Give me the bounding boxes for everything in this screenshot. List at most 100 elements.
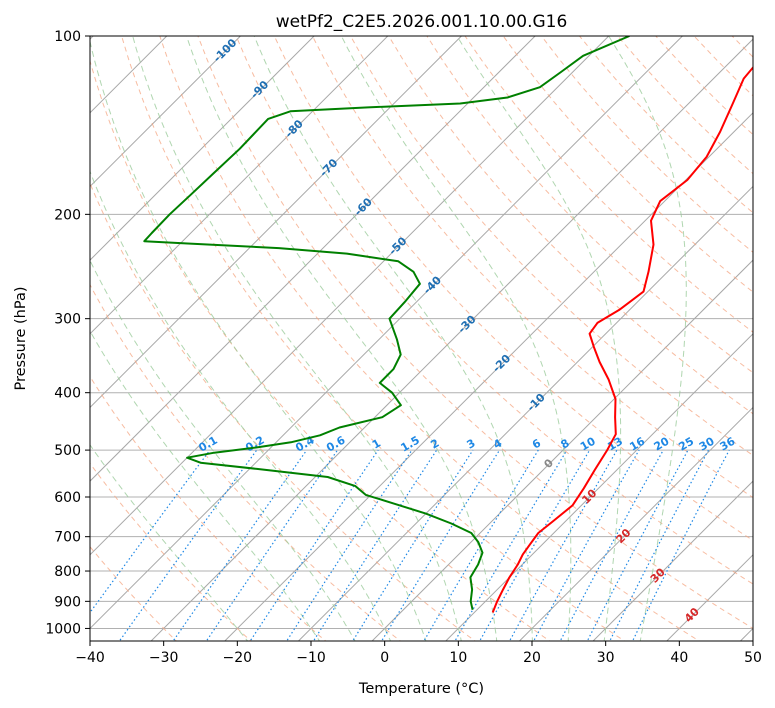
mixing-ratio-line-30 — [609, 449, 710, 641]
x-tick-label: −20 — [223, 650, 253, 666]
isotherm-40 — [666, 554, 753, 641]
y-tick-label: 400 — [54, 386, 81, 402]
mixing-ratio-line-0.2 — [118, 449, 258, 641]
x-tick-label: 20 — [523, 650, 541, 666]
dry-adiabat-140 — [541, 36, 753, 253]
isotherm--40 — [90, 36, 683, 630]
plot-frame — [89, 35, 754, 642]
mixing-ratio-label: 3 — [465, 437, 478, 452]
isotherm-50 — [740, 627, 753, 641]
mixing-ratio-label: 36 — [718, 434, 738, 453]
y-tick-label: 700 — [54, 530, 81, 546]
isotherm-label: -60 — [352, 195, 375, 218]
dry-adiabat-0 — [90, 283, 402, 641]
dry-adiabat-180 — [693, 36, 753, 97]
mixing-ratio-line-25 — [586, 449, 689, 641]
dry-adiabat-160 — [617, 36, 753, 175]
mixing-ratio-line-4 — [380, 449, 501, 641]
dry-adiabat--10 — [90, 375, 327, 641]
mixing-ratio-label: 10 — [578, 434, 598, 453]
mixing-ratio-line-8 — [454, 449, 568, 641]
adiabat-lines — [90, 36, 775, 643]
isotherm-0 — [371, 259, 753, 641]
mixing-ratio-line-0.6 — [205, 449, 338, 641]
isotherm-label: -70 — [317, 156, 340, 179]
isotherm--20 — [224, 112, 753, 641]
x-tick-label: 50 — [744, 650, 762, 666]
chart-title: wetPf2_C2E5.2026.001.10.00.G16 — [276, 12, 568, 32]
profile-series — [143, 36, 753, 613]
isotherm-label: -30 — [455, 312, 478, 335]
moist-adiabat--5 — [90, 259, 356, 641]
isotherm-30 — [592, 480, 753, 641]
dry-adiabat-130 — [502, 36, 753, 293]
mixing-ratio-line-1 — [249, 449, 379, 641]
mixing-ratio-line-3 — [352, 449, 474, 641]
isotherm-label: -10 — [525, 391, 548, 414]
x-tick-label: −10 — [296, 650, 326, 666]
y-tick-label: 100 — [54, 29, 81, 45]
isotherm-label: -100 — [211, 36, 240, 65]
isotherm-20 — [519, 406, 753, 641]
dry-adiabat-50 — [197, 36, 753, 629]
x-tick-label: 0 — [380, 650, 389, 666]
isotherm--50 — [90, 36, 610, 556]
axes: −40 −30 −20 −10 0 10 20 30 40 5010020030040050060… — [45, 29, 762, 666]
dry-adiabat-90 — [350, 36, 753, 457]
dry-adiabat-200 — [770, 36, 775, 643]
isotherm-label: -40 — [421, 273, 444, 296]
moist-adiabat--10 — [90, 329, 321, 641]
dry-adiabat--20 — [90, 462, 252, 641]
isotherm--30 — [150, 38, 753, 641]
dry-adiabat-120 — [464, 36, 753, 333]
mixing-ratio-line-20 — [559, 449, 664, 641]
mixing-ratio-lines — [90, 449, 730, 641]
mixing-ratio-line-0.1 — [90, 449, 211, 614]
isotherm--80 — [90, 36, 389, 335]
moist-adiabat-20 — [253, 36, 533, 641]
mixing-ratio-line-36 — [631, 449, 730, 641]
y-tick-label: 800 — [54, 564, 81, 580]
mixing-ratio-line-2 — [312, 449, 438, 641]
isotherm--60 — [90, 36, 536, 482]
mixing-ratio-line-1.5 — [285, 449, 413, 641]
mixing-ratio-label: 1 — [370, 437, 383, 452]
y-tick-label: 500 — [54, 443, 81, 459]
x-tick-label: −40 — [75, 650, 105, 666]
dry-adiabat-10 — [90, 181, 476, 641]
dry-adiabat-40 — [159, 36, 701, 641]
mixing-ratio-label: 25 — [676, 435, 696, 454]
dry-adiabat-80 — [311, 36, 753, 499]
isotherm-label: 0 — [541, 456, 556, 471]
mixing-ratio-label: 0.6 — [324, 433, 348, 454]
mixing-ratio-label: 1.5 — [398, 434, 421, 455]
y-tick-label: 1000 — [45, 621, 81, 637]
moist-adiabat-35 — [608, 36, 687, 641]
x-tick-label: 30 — [597, 650, 615, 666]
grid-lines — [90, 36, 753, 641]
moist-adiabat-25 — [340, 36, 572, 641]
isotherm-10 — [445, 333, 753, 641]
moist-adiabat-10 — [132, 36, 462, 641]
x-axis-label: Temperature (°C) — [358, 681, 484, 697]
isotherm--90 — [90, 36, 315, 261]
mixing-ratio-label: 6 — [530, 436, 543, 451]
y-tick-label: 200 — [54, 207, 81, 223]
mixing-ratio-label: 30 — [697, 434, 717, 453]
y-axis-label: Pressure (hPa) — [13, 286, 29, 390]
moist-adiabat-30 — [456, 36, 622, 641]
series-line-temperature — [491, 65, 753, 613]
y-tick-label: 300 — [54, 312, 81, 328]
mixing-ratio-label: 16 — [627, 434, 647, 453]
series-line-dewpoint — [143, 36, 630, 611]
mixing-ratio-label: 2 — [428, 437, 441, 452]
moist-adiabat-5 — [90, 39, 427, 641]
isotherm-label: -90 — [248, 78, 271, 101]
mixing-ratio-line-0.4 — [172, 449, 308, 641]
x-tick-label: 40 — [670, 650, 688, 666]
isotherm--100 — [90, 36, 241, 188]
x-tick-label: −30 — [149, 650, 179, 666]
dry-adiabat-100 — [388, 36, 753, 415]
moist-adiabat--20 — [90, 444, 249, 641]
